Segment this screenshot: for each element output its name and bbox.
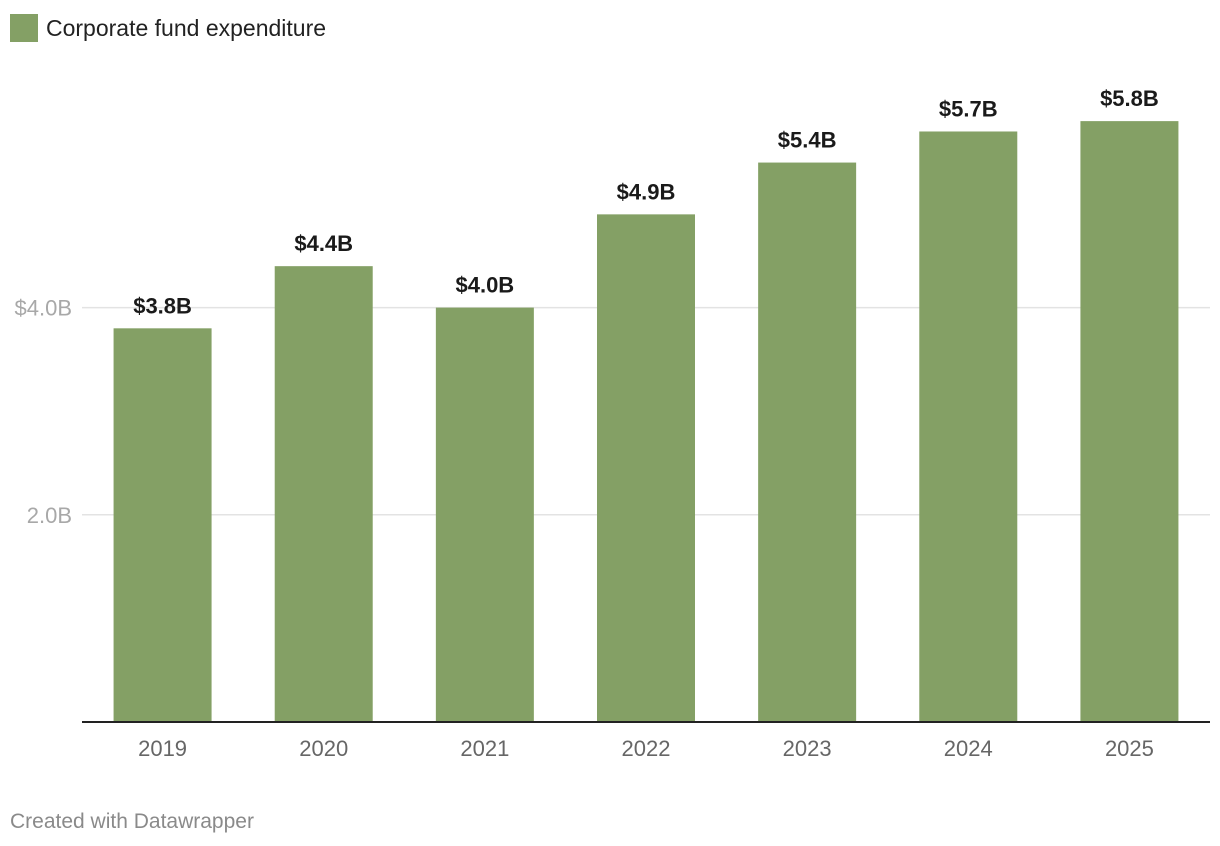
x-tick-label: 2021 xyxy=(460,736,509,761)
x-tick-label: 2022 xyxy=(622,736,671,761)
x-tick-label: 2019 xyxy=(138,736,187,761)
bar xyxy=(113,328,212,722)
bar xyxy=(1080,121,1179,723)
y-tick-label: $4.0B xyxy=(15,296,73,321)
chart-legend: Corporate fund expenditure xyxy=(10,14,326,42)
x-tick-label: 2025 xyxy=(1105,736,1154,761)
data-label: $4.9B xyxy=(617,179,676,204)
x-tick-label: 2023 xyxy=(783,736,832,761)
data-label: $4.0B xyxy=(455,273,514,298)
x-tick-label: 2024 xyxy=(944,736,993,761)
bar xyxy=(274,266,373,722)
data-label: $4.4B xyxy=(294,231,353,256)
data-label: $5.7B xyxy=(939,96,998,121)
bar xyxy=(435,307,534,722)
bar xyxy=(919,131,1018,723)
data-label: $3.8B xyxy=(133,293,192,318)
y-tick-label: 2.0B xyxy=(27,503,72,528)
x-tick-label: 2020 xyxy=(299,736,348,761)
data-label: $5.4B xyxy=(778,128,837,153)
bar xyxy=(758,162,857,722)
legend-swatch xyxy=(10,14,38,42)
data-label: $5.8B xyxy=(1100,86,1159,111)
bar xyxy=(597,214,695,723)
footer-credit: Created with Datawrapper xyxy=(10,810,254,833)
legend-label: Corporate fund expenditure xyxy=(46,14,327,41)
